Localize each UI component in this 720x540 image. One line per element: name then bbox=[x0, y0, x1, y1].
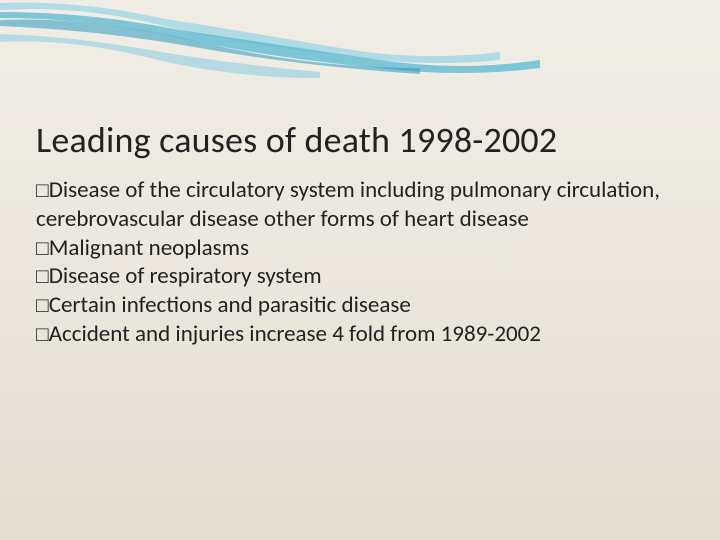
bullet-marker-icon: □ bbox=[36, 179, 49, 202]
bullet-marker-icon: □ bbox=[36, 323, 49, 346]
slide-title: Leading causes of death 1998-2002 bbox=[36, 118, 557, 162]
bullet-item: □Disease of respiratory system bbox=[36, 262, 676, 291]
bullet-text: Certain infections and parasitic disease bbox=[49, 291, 411, 319]
bullet-text: Malignant neoplasms bbox=[49, 234, 249, 262]
decorative-wave bbox=[0, 0, 720, 100]
bullet-text: Accident and injuries increase 4 fold fr… bbox=[49, 320, 541, 348]
bullet-text: Disease of the circulatory system includ… bbox=[36, 176, 660, 233]
bullet-item: □Malignant neoplasms bbox=[36, 234, 676, 263]
bullet-marker-icon: □ bbox=[36, 265, 49, 288]
bullet-list: □Disease of the circulatory system inclu… bbox=[36, 176, 676, 349]
bullet-marker-icon: □ bbox=[36, 294, 49, 317]
bullet-marker-icon: □ bbox=[36, 237, 49, 260]
bullet-item: □Certain infections and parasitic diseas… bbox=[36, 291, 676, 320]
bullet-text: Disease of respiratory system bbox=[49, 262, 322, 290]
bullet-item: □Accident and injuries increase 4 fold f… bbox=[36, 320, 676, 349]
bullet-item: □Disease of the circulatory system inclu… bbox=[36, 176, 676, 234]
